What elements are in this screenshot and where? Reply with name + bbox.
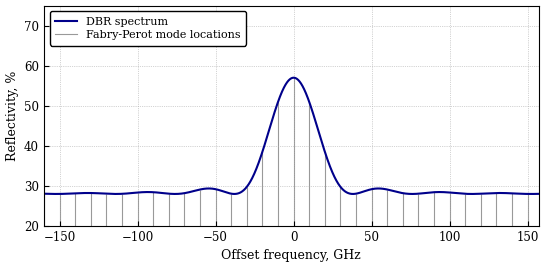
Legend: DBR spectrum, Fabry-Perot mode locations: DBR spectrum, Fabry-Perot mode locations [50,11,246,46]
X-axis label: Offset frequency, GHz: Offset frequency, GHz [222,250,361,262]
Y-axis label: Reflectivity, %: Reflectivity, % [5,70,19,161]
